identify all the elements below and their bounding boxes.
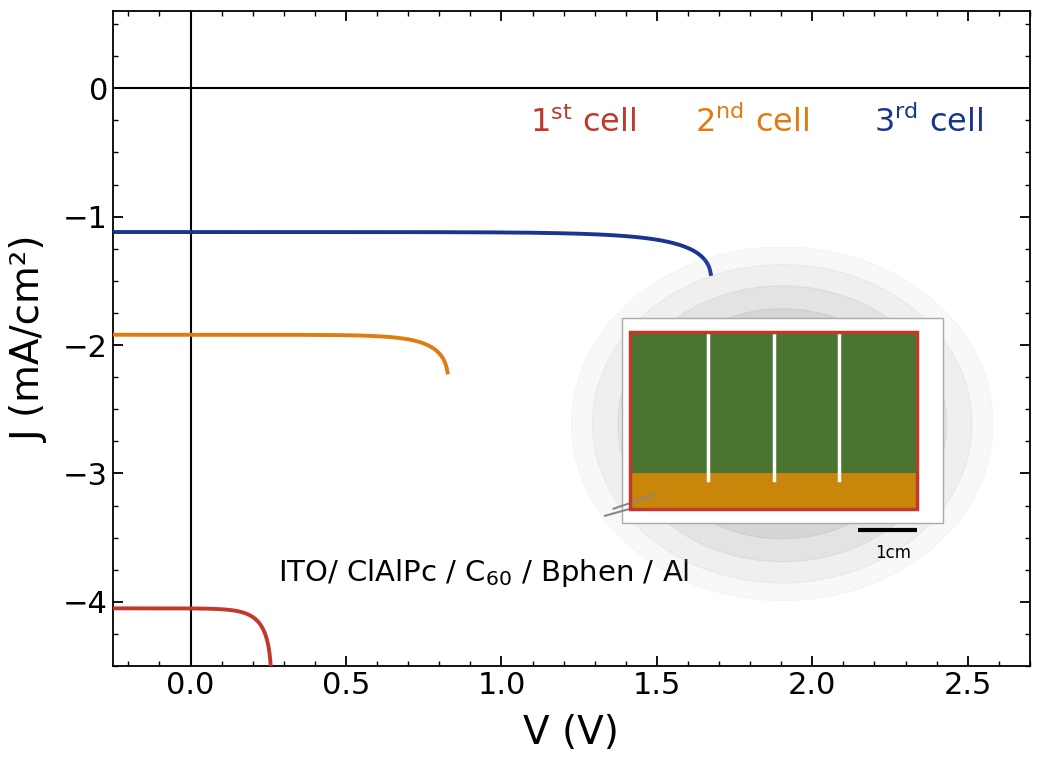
Text: 1$^{\mathsf{st}}$ cell: 1$^{\mathsf{st}}$ cell [530,107,636,140]
Y-axis label: J (mA/cm²): J (mA/cm²) [11,235,49,442]
Text: 2$^{\mathsf{nd}}$ cell: 2$^{\mathsf{nd}}$ cell [695,106,810,140]
Text: ITO/ ClAlPc / C$_{60}$ / Bphen / Al: ITO/ ClAlPc / C$_{60}$ / Bphen / Al [278,557,689,589]
X-axis label: V (V): V (V) [524,714,619,752]
Text: 3$^{\mathsf{rd}}$ cell: 3$^{\mathsf{rd}}$ cell [874,106,983,140]
